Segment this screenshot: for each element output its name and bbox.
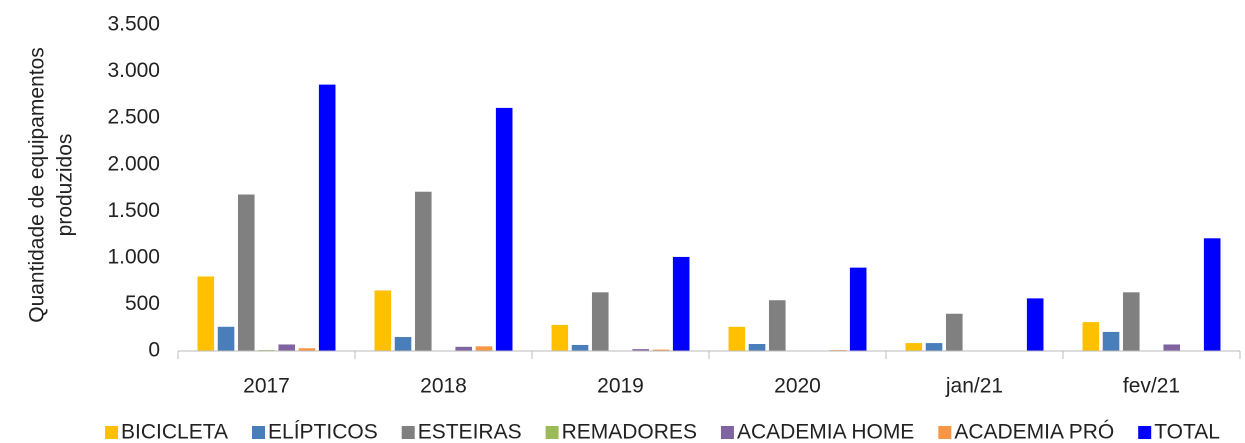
x-tick-label: jan/21	[945, 375, 1003, 398]
legend-swatch	[938, 426, 952, 439]
bar	[237, 194, 255, 351]
legend-swatch	[545, 426, 559, 439]
legend-swatch	[720, 426, 734, 439]
y-tick-label: 2.000	[107, 152, 160, 175]
y-tick-label: 1.500	[107, 199, 160, 222]
x-tick-label: 2018	[420, 375, 467, 398]
bar	[475, 346, 493, 351]
legend-item: ELÍPTICOS	[252, 421, 378, 443]
bar	[652, 349, 670, 351]
legend-label: ELÍPTICOS	[268, 421, 378, 443]
legend-label: TOTAL	[1154, 421, 1220, 443]
bar	[1026, 298, 1044, 351]
bar	[495, 107, 513, 351]
bar	[849, 267, 867, 351]
legend-item: BICICLETA	[105, 421, 228, 443]
legend-item: TOTAL	[1138, 421, 1220, 443]
legend-item: REMADORES	[545, 421, 697, 443]
bar	[1122, 292, 1140, 351]
y-axis-label: Quantidade de equipamentos produzidos	[26, 47, 77, 323]
legend-item: ACADEMIA HOME	[720, 421, 914, 443]
bar	[374, 290, 392, 351]
y-tick-label: 0	[148, 339, 160, 362]
y-axis-label-line: produzidos	[54, 134, 77, 237]
bar	[571, 344, 589, 351]
y-axis-label-line: Quantidade de equipamentos	[26, 47, 49, 323]
x-tick-label: 2019	[597, 375, 644, 398]
legend-label: ACADEMIA HOME	[737, 421, 914, 443]
legend-swatch	[252, 426, 266, 439]
bar	[945, 313, 963, 351]
bar	[925, 343, 943, 351]
legend-swatch	[401, 426, 415, 439]
legend-label: REMADORES	[562, 421, 697, 443]
legend-label: ACADEMIA PRÓ	[954, 421, 1114, 443]
bar	[1082, 322, 1100, 351]
bar	[414, 191, 432, 351]
y-tick-label: 1.000	[107, 245, 160, 268]
bar	[748, 344, 766, 351]
bar	[551, 324, 569, 351]
x-tick-label: fev/21	[1123, 375, 1180, 398]
x-tick-label: 2020	[774, 375, 821, 398]
bar	[591, 292, 609, 351]
bar	[278, 344, 296, 351]
bar	[455, 346, 473, 351]
legend-item: ESTEIRAS	[401, 421, 522, 443]
y-tick-label: 2.500	[107, 106, 160, 129]
bar	[318, 84, 336, 352]
bar	[672, 256, 690, 351]
y-tick-label: 500	[125, 292, 160, 315]
bar	[394, 337, 412, 351]
legend-label: ESTEIRAS	[418, 421, 522, 443]
bar	[1102, 331, 1120, 351]
bar	[197, 276, 215, 351]
legend-swatch	[1138, 426, 1152, 439]
bar	[728, 326, 746, 351]
legend-item: ACADEMIA PRÓ	[938, 421, 1114, 443]
x-tick-label: 2017	[243, 375, 290, 398]
bar	[905, 343, 923, 351]
bar	[217, 326, 235, 351]
bar	[632, 349, 650, 351]
bar	[298, 348, 316, 351]
y-tick-label: 3.000	[107, 59, 160, 82]
bar	[1203, 238, 1221, 351]
bar	[768, 300, 786, 351]
y-tick-label: 3.500	[107, 13, 160, 36]
legend-swatch	[105, 426, 119, 439]
legend-label: BICICLETA	[121, 421, 228, 443]
bar	[1163, 344, 1181, 351]
